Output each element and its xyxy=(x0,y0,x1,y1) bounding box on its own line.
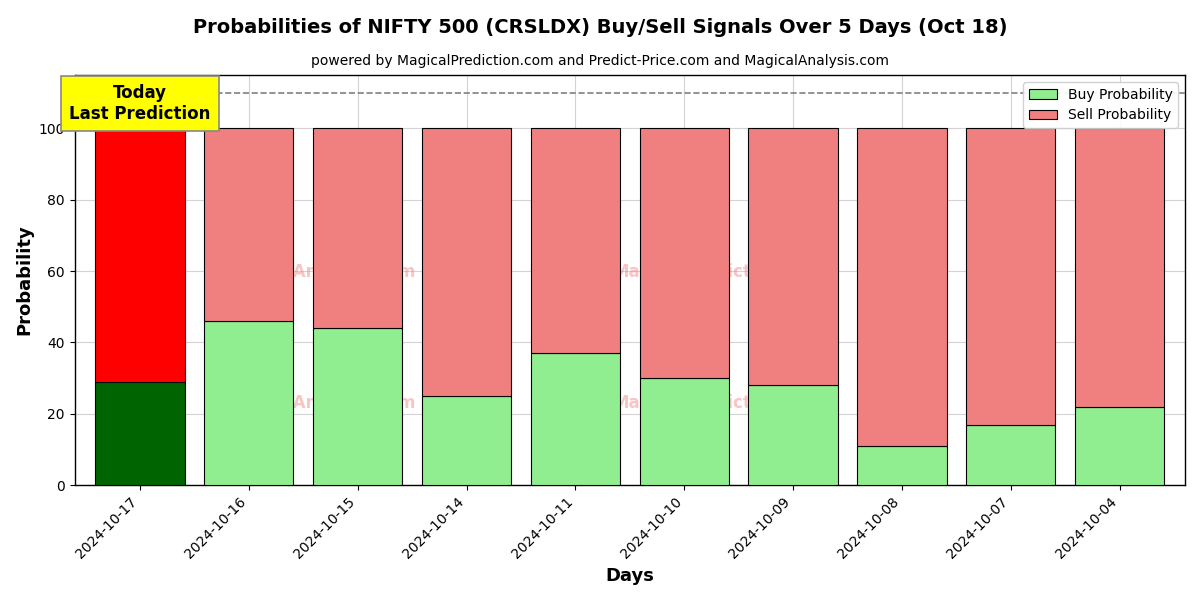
Bar xyxy=(640,378,728,485)
Bar xyxy=(422,396,511,485)
Bar xyxy=(95,128,185,382)
Bar xyxy=(422,128,511,396)
Bar xyxy=(857,128,947,446)
Bar xyxy=(530,128,620,353)
Bar xyxy=(640,128,728,378)
Legend: Buy Probability, Sell Probability: Buy Probability, Sell Probability xyxy=(1024,82,1178,128)
Text: MagicalAnalysis.com: MagicalAnalysis.com xyxy=(222,263,416,281)
Text: Probabilities of NIFTY 500 (CRSLDX) Buy/Sell Signals Over 5 Days (Oct 18): Probabilities of NIFTY 500 (CRSLDX) Buy/… xyxy=(193,18,1007,37)
Bar xyxy=(313,328,402,485)
Bar xyxy=(966,425,1056,485)
Bar xyxy=(1075,407,1164,485)
Bar xyxy=(749,385,838,485)
Text: powered by MagicalPrediction.com and Predict-Price.com and MagicalAnalysis.com: powered by MagicalPrediction.com and Pre… xyxy=(311,54,889,68)
Bar xyxy=(204,128,294,321)
Bar xyxy=(857,446,947,485)
Bar xyxy=(749,128,838,385)
Bar xyxy=(1075,128,1164,407)
Bar xyxy=(95,382,185,485)
Bar xyxy=(966,128,1056,425)
X-axis label: Days: Days xyxy=(605,567,654,585)
Bar xyxy=(204,321,294,485)
Y-axis label: Probability: Probability xyxy=(16,225,34,335)
Text: Today
Last Prediction: Today Last Prediction xyxy=(70,84,211,123)
Bar xyxy=(313,128,402,328)
Text: MagicalAnalysis.com: MagicalAnalysis.com xyxy=(222,394,416,412)
Bar xyxy=(530,353,620,485)
Text: MagicalPrediction.com: MagicalPrediction.com xyxy=(612,263,826,281)
Text: MagicalPrediction.com: MagicalPrediction.com xyxy=(612,394,826,412)
